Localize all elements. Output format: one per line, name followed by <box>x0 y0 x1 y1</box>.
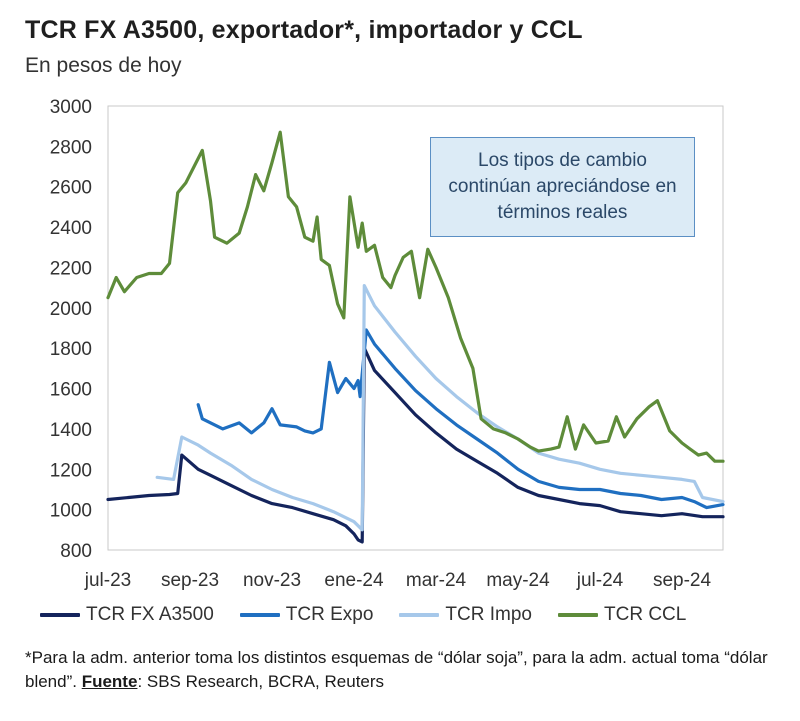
chart-subtitle: En pesos de hoy <box>25 54 182 77</box>
legend-label: TCR CCL <box>604 604 687 625</box>
legend-label: TCR Expo <box>285 604 374 625</box>
x-tick-label: nov-23 <box>243 570 301 591</box>
series-line-tcr-impo <box>155 284 725 532</box>
footnote-source-label: Fuente <box>81 672 138 691</box>
y-tick-label: 1000 <box>50 501 92 522</box>
x-tick-label: sep-24 <box>653 570 712 591</box>
chart-legend: TCR FX A3500 TCR Expo TCR Impo TCR CCL <box>40 604 780 626</box>
y-tick-label: 1800 <box>50 339 92 360</box>
y-tick-label: 3000 <box>50 97 92 118</box>
legend-label: TCR Impo <box>445 604 532 625</box>
x-tick-label: ene-24 <box>324 570 384 591</box>
y-tick-label: 800 <box>60 541 92 562</box>
y-tick-label: 2200 <box>50 258 92 279</box>
series-line-tcr-expo <box>196 328 725 510</box>
legend-label: TCR FX A3500 <box>86 604 214 625</box>
series-line-tcr-ccl <box>106 130 725 463</box>
x-tick-label: sep-23 <box>161 570 219 591</box>
x-tick-label: may-24 <box>486 570 550 591</box>
legend-swatch <box>239 613 280 617</box>
legend-swatch <box>558 613 598 617</box>
legend-swatch <box>399 613 440 617</box>
y-tick-label: 2800 <box>50 137 92 158</box>
legend-swatch <box>40 613 80 617</box>
footnote: *Para la adm. anterior toma los distinto… <box>25 646 785 694</box>
y-tick-label: 2400 <box>50 218 92 239</box>
footnote-text: *Para la adm. anterior toma los distinto… <box>25 648 768 691</box>
y-tick-label: 1200 <box>50 460 92 481</box>
x-tick-label: mar-24 <box>406 570 467 591</box>
legend-item: TCR Impo <box>399 604 532 626</box>
legend-item: TCR Expo <box>239 604 374 626</box>
legend-item: TCR FX A3500 <box>40 604 214 626</box>
y-tick-label: 1400 <box>50 420 92 441</box>
chart-title: TCR FX A3500, exportador*, importador y … <box>25 16 583 44</box>
y-tick-label: 2600 <box>50 178 92 199</box>
y-tick-label: 1600 <box>50 380 92 401</box>
legend-item: TCR CCL <box>558 604 686 626</box>
y-tick-label: 2000 <box>50 299 92 320</box>
footnote-source-text: : SBS Research, BCRA, Reuters <box>137 672 385 691</box>
x-tick-label: jul-23 <box>84 570 131 591</box>
line-chart: 800 1000 1200 1400 1600 1800 2000 2200 2400 2600 2… <box>50 97 725 591</box>
chart-annotation: Los tipos de cambio continúan apreciándo… <box>430 137 695 237</box>
x-tick-label: jul-24 <box>576 570 624 591</box>
plot-frame <box>107 105 724 551</box>
